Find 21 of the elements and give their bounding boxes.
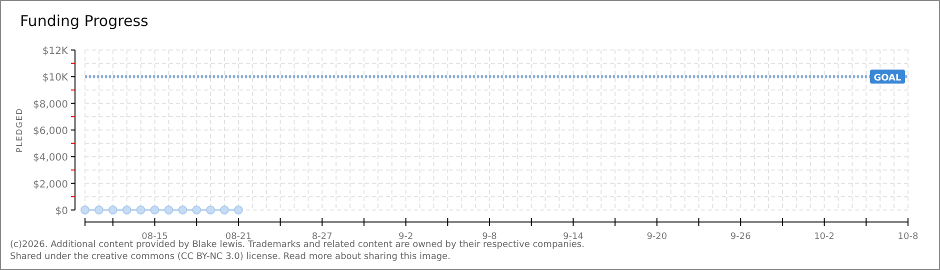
y-tick-label: $10K xyxy=(42,72,68,84)
x-tick-label: 9-20 xyxy=(646,232,668,242)
y-tick-label: $12K xyxy=(42,46,68,57)
x-tick-label: 9-8 xyxy=(482,232,498,242)
y-axis-title: PLEDGED xyxy=(15,108,24,152)
y-tick-label: $8,000 xyxy=(33,99,68,110)
x-tick-label: 08-21 xyxy=(225,232,252,242)
x-tick-label: 9-26 xyxy=(730,232,752,242)
x-tick-label: 9-2 xyxy=(398,232,414,242)
y-tick-label: $4,000 xyxy=(33,152,68,164)
ref-line-label: GOAL xyxy=(874,74,902,84)
y-tick-label: $0 xyxy=(55,206,68,217)
x-tick-label: 8-27 xyxy=(312,232,332,242)
chart-title: Funding Progress xyxy=(20,12,149,30)
text: Shared under the creative commons (CC BY-NC 3.0) license. Read more about sharing this image. xyxy=(10,252,450,262)
x-tick-label: 10-8 xyxy=(898,232,918,242)
x-tick-label: 10-2 xyxy=(814,232,835,242)
y-tick-label: $6,000 xyxy=(33,126,68,137)
x-tick-label: 9-14 xyxy=(563,232,584,242)
text: (c)2026. Additional content provided by Blake lewis. Trademarks and related content are owned by their respective companies. xyxy=(10,240,584,250)
y-tick-label: $2,000 xyxy=(33,179,68,190)
